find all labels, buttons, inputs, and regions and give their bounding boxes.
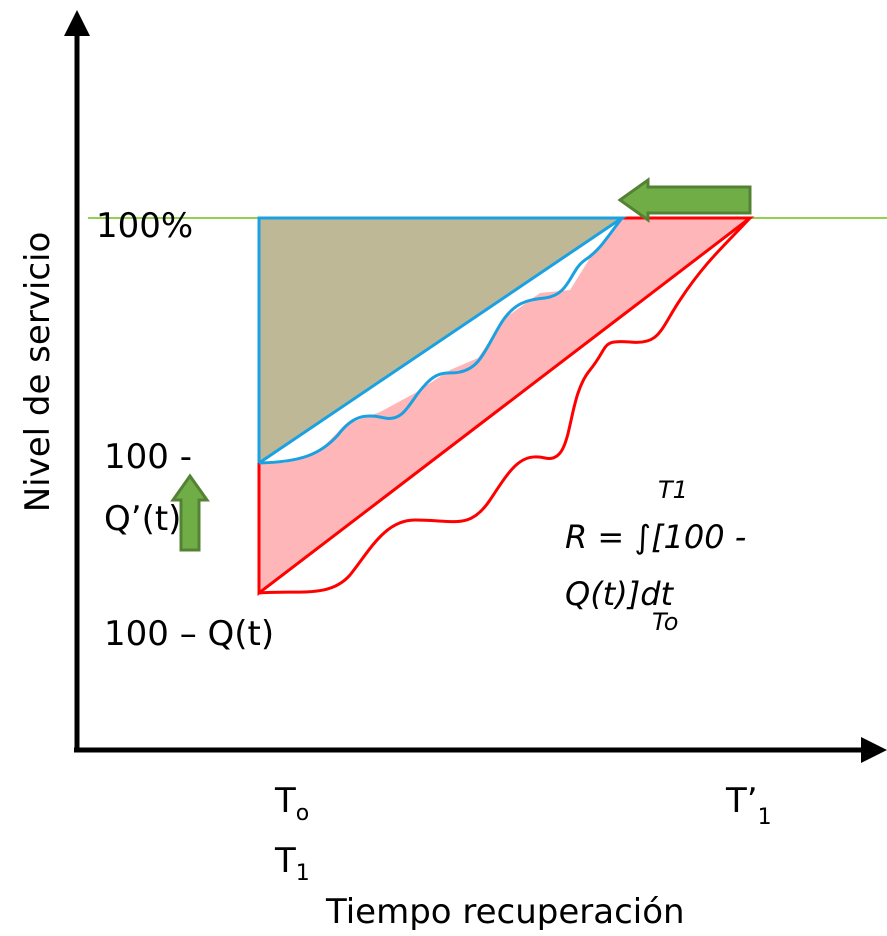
x-axis-arrowhead — [861, 737, 887, 763]
formula-upper-limit: T1 — [658, 476, 688, 504]
blue-improved-bound — [257, 216, 627, 465]
formula-line1: R = ∫[100 - — [565, 518, 746, 556]
time-label-t0: To — [274, 781, 309, 826]
level-label-q-prime-line1: 100 - — [104, 437, 192, 477]
shift-up-arrow — [170, 473, 210, 552]
level-label-q-prime-line2: Q’(t) — [104, 499, 181, 539]
y-axis-arrowhead — [64, 10, 90, 36]
level-label-q: 100 – Q(t) — [104, 614, 274, 654]
formula-lower-limit: To — [652, 608, 678, 636]
time-label-t1-prime: T’1 — [725, 781, 772, 830]
blue-improved-recovery-curve — [258, 217, 624, 465]
y-axis-label: Nivel de servicio — [18, 232, 58, 513]
level-label-full: 100% — [96, 206, 193, 246]
red-original-recovery-curve — [258, 216, 752, 595]
formula-line2: Q(t)]dt — [565, 575, 675, 613]
x-axis-label: Tiempo recuperación — [325, 892, 685, 932]
shift-left-arrow — [617, 177, 752, 223]
time-label-t1: T1 — [274, 841, 310, 886]
red-linear-bound — [257, 216, 755, 597]
